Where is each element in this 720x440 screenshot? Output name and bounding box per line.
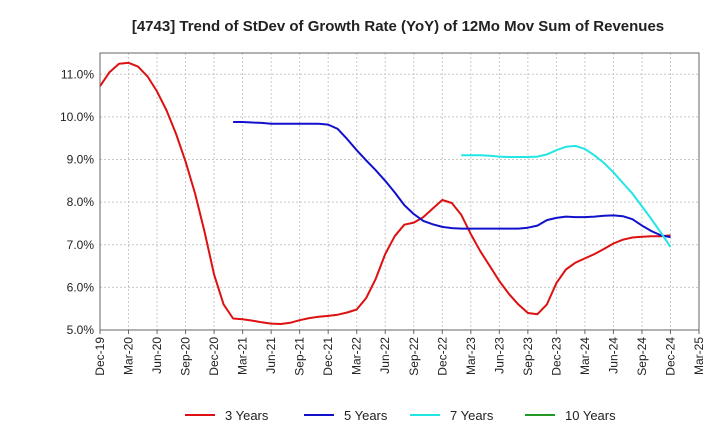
series-line-5-years	[233, 121, 671, 239]
legend-label: 3 Years	[225, 408, 269, 423]
x-tick-label: Jun-24	[606, 337, 620, 374]
y-tick-label: 7.0%	[67, 238, 95, 252]
x-tick-label: Mar-20	[122, 337, 136, 375]
x-tick-label: Mar-23	[464, 337, 478, 375]
x-tick-label: Dec-21	[321, 337, 335, 376]
plot-frame	[99, 52, 700, 331]
x-tick-label: Jun-21	[264, 337, 278, 374]
x-tick-label: Dec-23	[549, 337, 563, 376]
chart-title: [4743] Trend of StDev of Growth Rate (Yo…	[132, 18, 664, 35]
x-tick-label: Sep-24	[635, 337, 649, 376]
y-tick-label: 6.0%	[67, 280, 95, 294]
y-tick-label: 9.0%	[67, 153, 95, 167]
x-tick-label: Jun-23	[492, 337, 506, 374]
x-tick-label: Sep-23	[521, 337, 535, 376]
x-tick-label: Mar-24	[578, 337, 592, 375]
x-tick-label: Sep-21	[293, 337, 307, 376]
legend-label: 5 Years	[344, 408, 388, 423]
x-tick-label: Dec-19	[93, 337, 107, 376]
x-tick-label: Sep-20	[179, 337, 193, 376]
series-line-7-years	[461, 144, 672, 248]
x-axis: Dec-19 Mar-20 Jun-20 Sep-20 Dec-20 Mar-21 Jun-…	[93, 330, 706, 376]
x-tick-label: Mar-22	[350, 337, 364, 375]
x-tick-label: Jun-20	[150, 337, 164, 374]
series-line-3-years	[99, 61, 671, 325]
x-tick-label: Mar-25	[692, 337, 706, 375]
x-tick-label: Sep-22	[407, 337, 421, 376]
y-tick-label: 11.0%	[61, 67, 94, 81]
y-tick-label: 5.0%	[67, 323, 95, 337]
x-tick-label: Mar-21	[236, 337, 250, 375]
legend-label: 7 Years	[450, 408, 494, 423]
y-tick-label: 8.0%	[67, 195, 95, 209]
y-axis: 5.0% 6.0% 7.0% 8.0% 9.0% 10.0% 11.0%	[60, 67, 94, 337]
gridlines	[99, 53, 700, 331]
x-tick-label: Jun-22	[378, 337, 392, 374]
y-tick-label: 10.0%	[60, 110, 94, 124]
series-lines	[99, 61, 672, 325]
legend-label: 10 Years	[565, 408, 616, 423]
x-tick-label: Dec-20	[207, 337, 221, 376]
legend: 3 Years 5 Years 7 Years 10 Years	[185, 408, 616, 423]
x-tick-label: Dec-24	[663, 337, 677, 376]
x-tick-label: Dec-22	[435, 337, 449, 376]
